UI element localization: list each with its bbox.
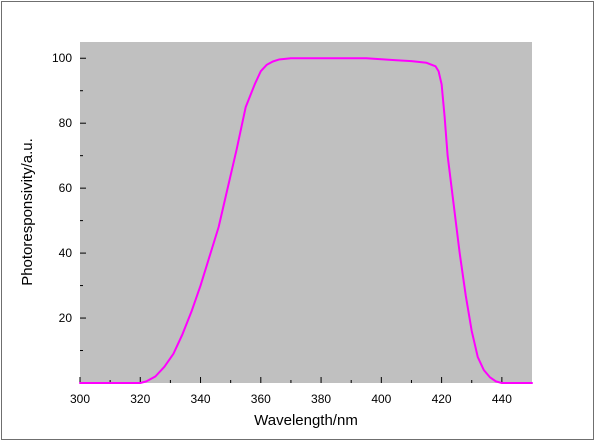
plot-area [80,42,532,383]
y-tick-label-100: 100 [52,51,72,65]
y-axis-title: Photoresponsivity/a.u. [19,138,36,286]
x-tick-label-360: 360 [251,392,271,406]
data-series-group [79,57,533,384]
x-tick-label-440: 440 [492,392,512,406]
y-tick-label-20: 20 [59,311,73,325]
x-tick-label-380: 380 [311,392,331,406]
series-line-0 [79,57,533,384]
y-tick-label-80: 80 [59,116,73,130]
x-tick-label-420: 420 [432,392,452,406]
tick-labels: 300 320 340 360 380 400 420 440 20 40 60 80 100 [52,51,512,406]
x-tick-label-300: 300 [70,392,90,406]
x-axis-title: Wavelength/nm [254,412,358,429]
x-tick-label-320: 320 [130,392,150,406]
x-tick-label-340: 340 [191,392,211,406]
y-tick-label-60: 60 [59,181,73,195]
y-tick-label-40: 40 [59,246,73,260]
x-tick-label-400: 400 [371,392,391,406]
